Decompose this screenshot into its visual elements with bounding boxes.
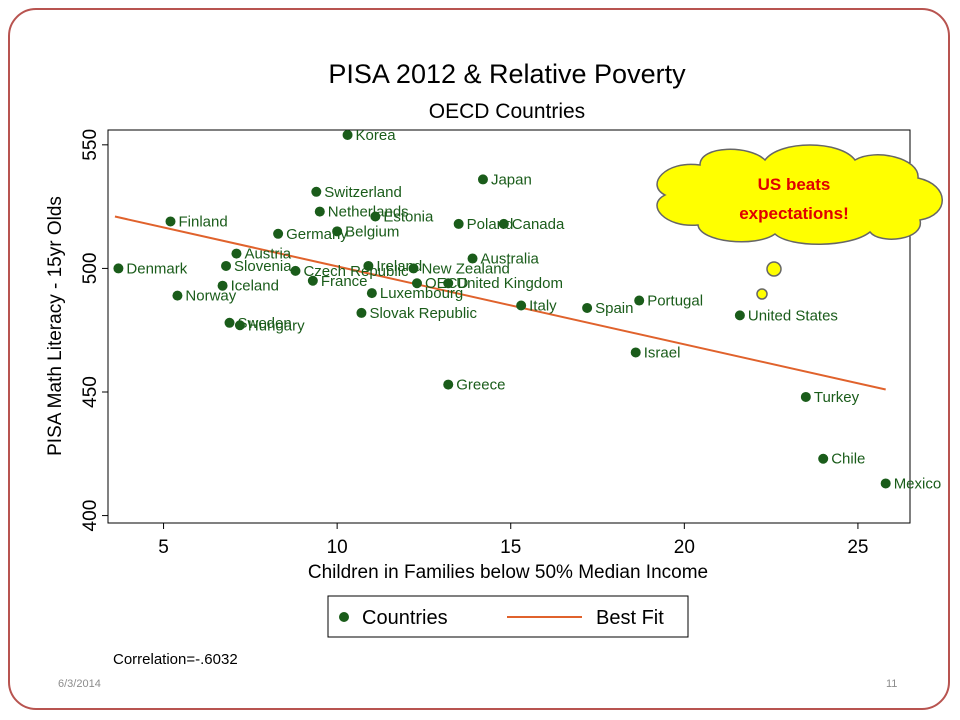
x-tick-label: 15 [500, 537, 521, 558]
point-label: Korea [356, 127, 397, 144]
point-label: Japan [491, 171, 532, 188]
point-chile [818, 453, 829, 464]
point-label: Slovak Republic [369, 305, 477, 322]
point-australia [467, 253, 478, 264]
point-czech-republic [290, 265, 301, 276]
point-greece [443, 379, 454, 390]
point-iceland [217, 280, 228, 291]
legend-label-countries: Countries [362, 607, 448, 629]
point-luxembourg [366, 288, 377, 299]
point-new-zealand [408, 263, 419, 274]
point-slovenia [221, 260, 232, 271]
point-label: Sweden [238, 315, 292, 332]
point-label: Finland [178, 213, 227, 230]
point-united-kingdom [443, 278, 454, 289]
point-canada [498, 218, 509, 229]
point-label: Austria [244, 246, 291, 263]
point-portugal [634, 295, 645, 306]
point-hungary [234, 320, 245, 331]
point-poland [453, 218, 464, 229]
x-tick-label: 5 [158, 537, 169, 558]
point-label: Hungary [248, 317, 305, 334]
y-tick-label: 550 [80, 129, 101, 161]
y-tick-label: 500 [80, 253, 101, 285]
y-axis: 400 450 500 550 [80, 129, 108, 531]
point-estonia [370, 211, 381, 222]
y-axis-title: PISA Math Literacy - 15yr Olds [45, 196, 66, 456]
x-tick-label: 20 [674, 537, 695, 558]
point-label: Denmark [126, 260, 187, 277]
correlation-note: Correlation=-.6032 [113, 651, 238, 668]
point-norway [172, 290, 183, 301]
point-france [307, 275, 318, 286]
chart-subtitle: OECD Countries [429, 100, 585, 123]
point-switzerland [311, 186, 322, 197]
point-ireland [363, 260, 374, 271]
point-label: Israel [644, 344, 681, 361]
point-label: Germany [286, 226, 348, 243]
legend-marker-countries [339, 612, 349, 622]
y-tick-label: 450 [80, 376, 101, 408]
point-label: Chile [831, 451, 865, 468]
point-label: Turkey [814, 389, 860, 406]
slide-frame [8, 8, 950, 710]
point-germany [273, 228, 284, 239]
point-denmark [113, 263, 124, 274]
point-korea [342, 129, 353, 140]
point-turkey [800, 391, 811, 402]
point-label: Italy [529, 297, 557, 314]
point-label: Netherlands [328, 204, 409, 221]
point-label: Switzerland [324, 184, 402, 201]
point-label: Luxembourg [380, 285, 463, 302]
point-spain [582, 302, 593, 313]
callout-line-1: US beats [758, 175, 831, 194]
x-tick-label: 10 [327, 537, 348, 558]
point-japan [477, 174, 488, 185]
point-label: Spain [595, 300, 633, 317]
point-label: France [321, 273, 368, 290]
point-oecd [411, 278, 422, 289]
point-label: United States [748, 307, 838, 324]
point-label: Slovenia [234, 258, 292, 275]
point-label: Australia [481, 251, 540, 268]
callout-bubble: US beats expectations! [656, 144, 943, 300]
point-label: Estonia [383, 209, 434, 226]
point-label: Canada [512, 216, 565, 233]
point-label: Czech Republic [303, 263, 409, 280]
chart-title: PISA 2012 & Relative Poverty [328, 59, 686, 89]
plot-area [107, 129, 911, 524]
point-mexico [880, 478, 891, 489]
best-fit-line [114, 215, 886, 391]
legend-label-fit: Best Fit [596, 607, 664, 629]
x-tick-label: 25 [847, 537, 868, 558]
point-sweden [224, 317, 235, 328]
point-label: Portugal [647, 293, 703, 310]
point-label: United Kingdom [456, 275, 563, 292]
point-united-states [734, 310, 745, 321]
point-belgium [332, 226, 343, 237]
point-israel [630, 347, 641, 358]
x-axis-title: Children in Families below 50% Median In… [308, 562, 708, 583]
point-slovak-republic [356, 307, 367, 318]
point-austria [231, 248, 242, 259]
footer-page-number: 11 [886, 678, 898, 690]
point-label: Iceland [231, 278, 279, 295]
point-label: New Zealand [422, 260, 510, 277]
point-label: Greece [456, 377, 505, 394]
point-netherlands [314, 206, 325, 217]
callout-line-2: expectations! [739, 204, 849, 223]
point-finland [165, 216, 176, 227]
point-italy [516, 300, 527, 311]
legend: Countries Best Fit [327, 595, 689, 638]
x-axis: 5 10 15 20 25 [158, 523, 868, 558]
footer-date: 6/3/2014 [58, 678, 101, 690]
point-label: Belgium [345, 223, 399, 240]
y-tick-label: 400 [80, 500, 101, 532]
point-label: Norway [185, 288, 236, 305]
point-label: Mexico [894, 475, 942, 492]
